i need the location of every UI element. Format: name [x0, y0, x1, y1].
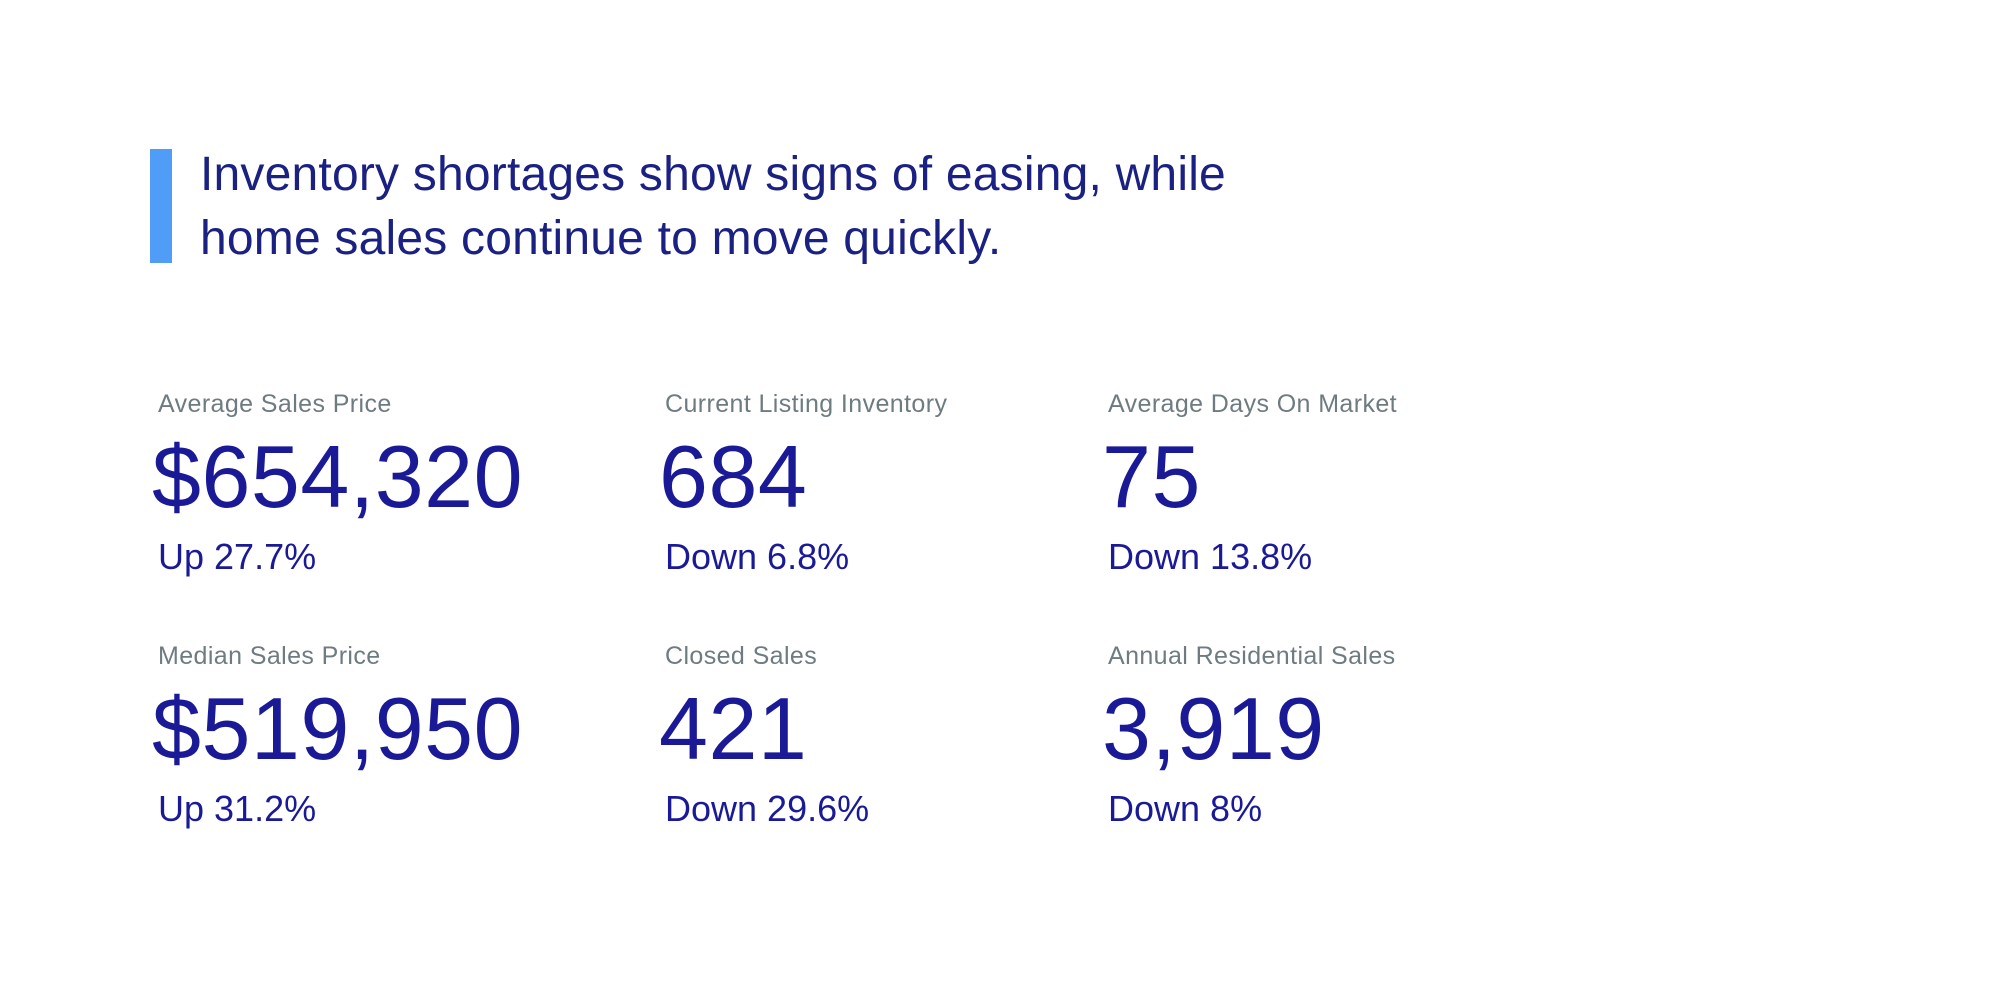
headline-section: Inventory shortages show signs of easing…: [150, 143, 2000, 271]
stat-label: Average Days On Market: [1108, 390, 1398, 418]
stat-change: Down 6.8%: [665, 536, 850, 577]
stat-card-annual-residential-sales: Annual Residential Sales 3,919 Down 8%: [1102, 641, 1658, 831]
stat-value: 421: [659, 679, 808, 778]
stat-card-current-listing-inventory: Current Listing Inventory 684 Down 6.8%: [659, 389, 1108, 579]
stat-label: Average Sales Price: [158, 390, 392, 418]
stat-label: Median Sales Price: [158, 642, 381, 670]
stat-change: Down 8%: [1108, 788, 1263, 829]
stat-label: Closed Sales: [665, 642, 818, 670]
stat-label: Annual Residential Sales: [1108, 642, 1396, 670]
stat-card-closed-sales: Closed Sales 421 Down 29.6%: [659, 641, 1108, 831]
stats-grid: Average Sales Price $654,320 Up 27.7% Cu…: [152, 389, 1658, 831]
page-title-line-1: Inventory shortages show signs of easing…: [200, 148, 1226, 201]
stat-card-average-days-on-market: Average Days On Market 75 Down 13.8%: [1102, 389, 1658, 579]
stat-value: $519,950: [152, 679, 524, 778]
stat-value: $654,320: [152, 427, 524, 526]
stat-value: 3,919: [1102, 679, 1325, 778]
stat-card-average-sales-price: Average Sales Price $654,320 Up 27.7%: [152, 389, 665, 579]
stat-change: Up 27.7%: [158, 536, 317, 577]
stat-value: 75: [1102, 427, 1201, 526]
stat-change: Down 13.8%: [1108, 536, 1313, 577]
stat-value: 684: [659, 427, 808, 526]
stat-label: Current Listing Inventory: [665, 390, 948, 418]
stat-card-median-sales-price: Median Sales Price $519,950 Up 31.2%: [152, 641, 665, 831]
page-title-line-2: home sales continue to move quickly.: [200, 212, 1002, 265]
stat-change: Down 29.6%: [665, 788, 870, 829]
page-title: Inventory shortages show signs of easing…: [200, 143, 1226, 271]
headline-accent-bar: [150, 149, 172, 263]
stat-change: Up 31.2%: [158, 788, 317, 829]
